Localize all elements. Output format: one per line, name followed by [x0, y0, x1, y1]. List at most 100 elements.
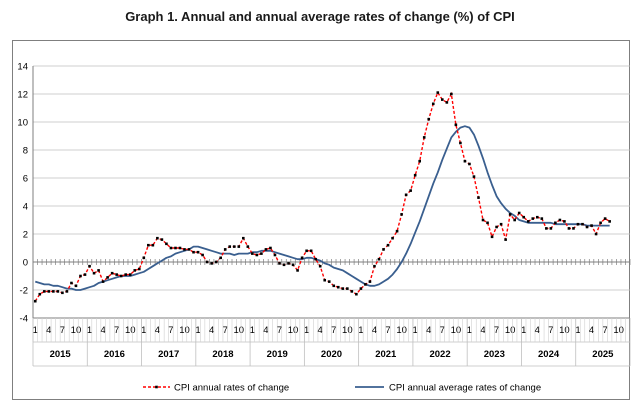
annual-rate-marker [459, 141, 462, 145]
annual-rate-marker [92, 271, 96, 275]
annual-rate-marker [228, 245, 232, 248]
annual-rate-marker [183, 248, 186, 251]
annual-rate-marker [508, 213, 512, 216]
annual-rate-marker [201, 253, 204, 257]
month-tick-label: 7 [548, 325, 553, 336]
month-tick-label: 1 [141, 325, 146, 336]
annual-rate-marker [468, 162, 471, 166]
annual-rate-marker [33, 299, 37, 303]
annual-rate-marker [576, 222, 580, 226]
annual-rate-marker [219, 256, 222, 260]
month-tick-label: 7 [60, 325, 65, 336]
month-tick-label: 4 [372, 325, 377, 336]
annual-rate-marker [418, 159, 421, 163]
annual-rate-marker [160, 238, 164, 241]
legend-marker-annual [155, 385, 158, 389]
annual-rate-marker [422, 136, 426, 139]
chart-title: Graph 1. Annual and annual average rates… [125, 9, 515, 24]
annual-rate-marker [106, 276, 109, 279]
month-tick-label: 1 [250, 325, 255, 336]
annual-rate-marker [608, 220, 611, 223]
month-tick-label: 10 [613, 325, 624, 336]
year-label: 2019 [267, 349, 288, 360]
year-label: 2022 [429, 349, 450, 360]
annual-rate-marker [359, 287, 363, 290]
annual-rate-marker [214, 260, 218, 264]
annual-rate-marker [558, 218, 562, 222]
annual-rate-marker [232, 245, 236, 248]
legend-label-annual: CPI annual rates of change [174, 383, 289, 394]
annual-rate-marker [260, 252, 263, 255]
grid-layer [33, 65, 630, 319]
month-tick-label: 10 [125, 325, 136, 336]
y-tick-label: 4 [23, 202, 28, 213]
annual-rate-marker [124, 273, 128, 276]
annual-rate-marker [404, 193, 408, 197]
month-tick-label: 4 [318, 325, 323, 336]
annual-rate-marker [309, 249, 313, 253]
month-tick-label: 4 [589, 325, 594, 336]
annual-rate-marker [205, 260, 209, 264]
month-tick-label: 4 [480, 325, 485, 336]
month-tick-label: 7 [277, 325, 282, 336]
y-tick-label: 6 [23, 174, 28, 185]
annual-rate-marker [590, 224, 593, 227]
annual-rate-marker [332, 284, 336, 288]
annual-rate-marker [61, 291, 64, 295]
year-label: 2016 [104, 349, 125, 360]
annual-rate-marker [43, 290, 46, 293]
annual-rate-marker [400, 213, 403, 216]
annual-rate-marker [269, 246, 272, 250]
annual-rate-marker [187, 248, 191, 251]
annual-rate-marker [255, 253, 259, 257]
annual-rate-marker [350, 290, 354, 293]
annual-rate-marker [513, 218, 516, 222]
annual-rate-marker [52, 290, 55, 293]
annual-rate-marker [142, 256, 146, 260]
year-label: 2024 [538, 349, 560, 360]
annual-rate-marker [137, 267, 141, 271]
annual-rate-marker [581, 222, 584, 226]
month-tick-label: 1 [521, 325, 526, 336]
annual-rate-marker [395, 229, 399, 233]
month-tick-label: 1 [304, 325, 309, 336]
annual-rate-marker [368, 280, 372, 283]
annual-rate-marker [318, 264, 322, 268]
month-tick-label: 1 [195, 325, 200, 336]
annual-rate-marker [441, 98, 444, 101]
annual-rate-marker [572, 227, 575, 230]
month-tick-label: 10 [342, 325, 353, 336]
month-tick-label: 4 [535, 325, 540, 336]
annual-rate-marker [531, 217, 535, 220]
annual-rate-marker [594, 232, 598, 236]
annual-rate-marker [251, 252, 254, 255]
month-tick-label: 10 [288, 325, 299, 336]
annual-rate-marker [504, 238, 507, 241]
annual-rate-marker [282, 263, 286, 267]
month-tick-label: 4 [263, 325, 268, 336]
month-tick-label: 4 [426, 325, 431, 336]
annual-rate-marker [585, 225, 589, 229]
annual-rate-marker [115, 273, 118, 276]
annual-rate-marker [97, 269, 100, 272]
month-tick-label: 10 [505, 325, 516, 336]
annual-rate-marker [391, 236, 394, 240]
annual-rate-marker [599, 221, 602, 225]
annual-rate-marker [133, 269, 137, 272]
month-tick-label: 7 [494, 325, 499, 336]
annual-rate-marker [264, 248, 268, 251]
annual-rate-marker [88, 264, 91, 268]
month-tick-label: 7 [602, 325, 607, 336]
y-tick-label: 8 [23, 146, 28, 157]
annual-rate-marker [147, 243, 150, 247]
annual-rate-marker [472, 175, 476, 178]
annual-rate-marker [436, 91, 440, 94]
month-tick-label: 7 [440, 325, 445, 336]
month-tick-label: 7 [223, 325, 228, 336]
annual-rate-marker [47, 290, 51, 293]
annual-rate-marker [481, 218, 485, 222]
month-tick-label: 1 [87, 325, 92, 336]
annual-rate-marker [355, 292, 358, 296]
annual-rate-marker [83, 273, 87, 276]
annual-rate-marker [427, 117, 431, 121]
